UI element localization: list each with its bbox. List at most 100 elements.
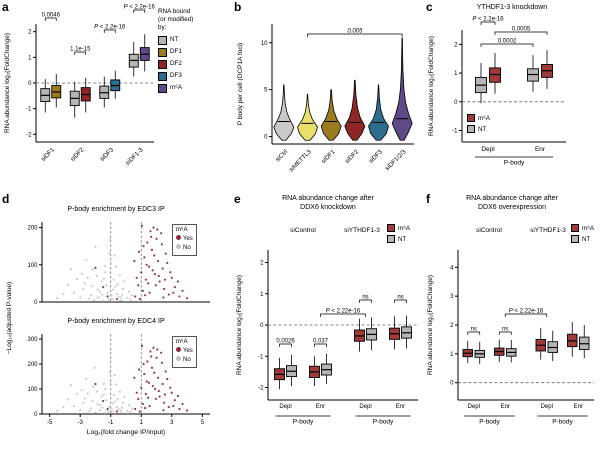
legend-item-m6a: m⁶A — [467, 114, 490, 122]
volcano-title-edc4: P-body enrichment by EDC4 IP — [67, 318, 165, 325]
tick-label: 200 — [27, 362, 38, 368]
legend-swatch-nt — [387, 235, 395, 243]
category-label: siDF1-3 — [124, 146, 145, 167]
pvalue-bracket — [480, 43, 534, 47]
legend-label-nt: NT — [582, 235, 591, 243]
panel-letter-e: e — [234, 192, 241, 206]
legend-swatch-m6a — [387, 224, 395, 232]
volcano-legend-edc3: m⁶A Yes No — [172, 224, 197, 256]
legend-label-yes: Yes — [183, 236, 193, 242]
tick-label: -1 — [26, 107, 32, 113]
tick-label: -5 — [47, 420, 53, 426]
category-label: siMETTL3 — [288, 148, 313, 173]
violin — [391, 37, 413, 141]
category-label: siDF2 — [69, 146, 86, 163]
legend-item-no: No — [176, 356, 193, 365]
tick-label: 2 — [450, 323, 454, 329]
pvalue-bracket — [74, 51, 87, 55]
panel-a: a -2 -1 0 1 2 RNA abundance log₂(FoldChange) s… — [0, 0, 232, 192]
legend-swatch-m6a — [158, 83, 167, 93]
category-label: Depl — [481, 146, 495, 153]
panel-d-chart: 0 100 200 0 100 200 300 -5 -3 -1 1 3 5 Log₂(fold chan… — [6, 222, 210, 436]
panel-letter-b: b — [234, 0, 242, 14]
panel-f-chart: 0 1 2 3 4 RNA abundance log₂(FoldChange) Depl E… — [427, 227, 594, 426]
panel-a-legend: RNA bound (or modified) by: NT DF1 DF2 D… — [158, 8, 193, 93]
category-label: Depl — [279, 404, 291, 410]
tick-label: -1 — [452, 129, 458, 135]
tick-label: 2 — [260, 261, 264, 267]
yes-dot — [176, 347, 181, 352]
pvalue-label: 0.0046 — [42, 13, 61, 19]
volcano-title-edc3: P-body enrichment by EDC3 IP — [67, 206, 165, 213]
legend-item-nt: NT — [158, 35, 193, 45]
legend-item-nt: NT — [467, 125, 490, 133]
category-label: Enr — [501, 404, 510, 410]
panel-e-title-line1: RNA abundance change after — [282, 195, 374, 202]
tick-label: 1 — [454, 71, 458, 77]
legend-item-no: No — [176, 244, 193, 253]
tick-label: 3 — [170, 420, 174, 426]
panel-b: b 0 5 10 P body per cell (DCP1A foci) siCtrl… — [232, 0, 424, 192]
panel-f-legend: m⁶A NT — [570, 220, 596, 244]
group-label: siYTHDF1-3 — [530, 227, 566, 234]
category-label: siDF1 — [320, 148, 337, 165]
axis-label: RNA abundance log₂(FoldChange) — [428, 36, 435, 136]
tick-label: 0 — [34, 412, 38, 418]
pvalue-bracket — [314, 343, 327, 347]
tick-label: 5 — [264, 88, 268, 94]
violin — [344, 79, 366, 141]
pvalue-bracket — [279, 343, 292, 347]
tick-label: 0 — [450, 381, 454, 387]
category-label: Depl — [359, 404, 371, 410]
panel-c-chart: -1 0 1 2 RNA abundance log₂(FoldChange) Depl E… — [428, 17, 566, 167]
legend-label-no: No — [183, 245, 191, 251]
axis-label: P body per cell (DCP1A foci) — [237, 43, 244, 125]
pvalue-label: P < 2.22e-16 — [509, 309, 544, 315]
legend-label-m6a: m⁶A — [582, 224, 595, 232]
violin — [368, 84, 389, 141]
pbody-label: P-body — [479, 419, 500, 426]
panel-e-legend: m⁶A NT — [386, 220, 412, 244]
tick-label: 0 — [454, 100, 458, 106]
category-label: Enr — [316, 404, 325, 410]
pvalue-label: ns — [502, 327, 508, 333]
no-dot — [176, 244, 181, 249]
tick-label: 1 — [450, 352, 454, 358]
tick-label: -1 — [258, 354, 264, 360]
pvalue-label: 0.0005 — [512, 27, 531, 33]
legend-item-m6a: m⁶A — [387, 224, 410, 232]
category-label: siCtrl — [274, 148, 289, 163]
legend-item-df2: DF2 — [158, 59, 193, 69]
legend-title: m⁶A — [176, 227, 188, 233]
legend-item-df3: DF3 — [158, 71, 193, 81]
category-label: Enr — [535, 146, 546, 153]
axis-label: Log₂(fold change IP/input) — [87, 429, 166, 436]
pbody-label: P-body — [373, 419, 394, 426]
category-label: siDF3 — [99, 146, 116, 163]
group-label: siControl — [476, 227, 502, 234]
legend-swatch-df3 — [158, 71, 167, 81]
axis-label: RNA abundance log₂(FoldChange) — [4, 33, 11, 133]
pvalue-bracket — [494, 31, 548, 35]
legend-label-nt: NT — [398, 235, 407, 243]
violin — [273, 84, 295, 141]
pbody-label: P-body — [293, 419, 314, 426]
pvalue-label: P < 2.2e-16 — [94, 25, 126, 31]
tick-label: 1 — [260, 292, 264, 298]
category-label: Enr — [396, 404, 405, 410]
scatter-points-no — [56, 238, 134, 302]
panel-c: c YTHDF1-3 knockdown -1 0 1 2 RNA abundance … — [424, 0, 600, 192]
legend-item-m6a: m⁶A — [158, 83, 193, 93]
tick-label: 200 — [27, 226, 38, 232]
tick-label: 100 — [27, 387, 38, 393]
pbody-label: P-body — [552, 419, 573, 426]
tick-label: 0 — [260, 323, 264, 329]
panel-a-chart: -2 -1 0 1 2 RNA abundance log₂(FoldChange) siD… — [4, 5, 156, 167]
tick-label: 3 — [450, 294, 454, 300]
panel-f-title-line1: RNA abundance change after — [466, 195, 558, 202]
legend-item-yes: Yes — [176, 347, 193, 356]
legend-label-no: No — [183, 357, 191, 363]
category-label: siDF1 — [40, 146, 57, 163]
pvalue-bracket — [103, 29, 116, 33]
